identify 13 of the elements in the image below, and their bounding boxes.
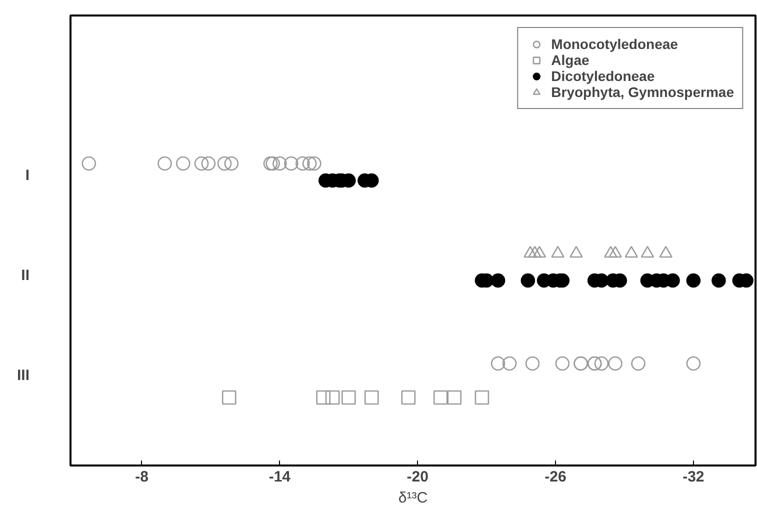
x-tick-label: -20 [406,468,428,486]
y-tick-label: II [21,267,30,284]
legend-label: Bryophyta, Gymnospermae [551,84,734,100]
y-tick-label: I [25,167,30,184]
x-axis-title: δ¹³C [398,490,428,506]
x-tick-label: -14 [268,468,292,486]
x-tick-label: -8 [135,468,148,486]
legend-label: Algae [551,52,590,68]
x-tick-label: -26 [544,468,566,486]
legend-label: Monocotyledoneae [551,36,678,52]
legend-label: Dicotyledoneae [551,68,655,84]
x-tick-label: -32 [682,468,704,486]
y-tick-label: III [17,367,30,384]
